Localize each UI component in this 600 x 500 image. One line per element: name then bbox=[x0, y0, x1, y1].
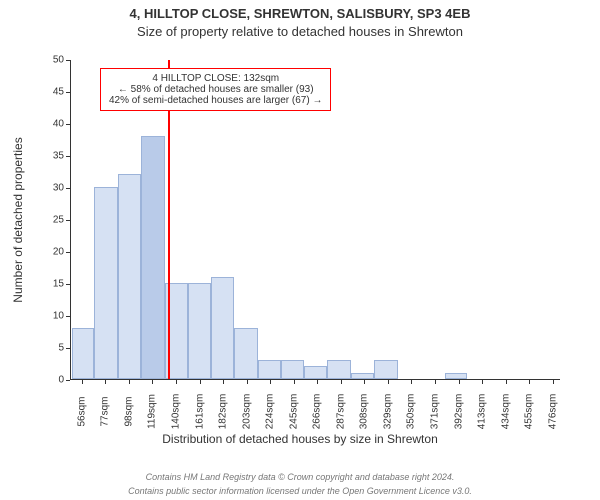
annotation-line-3: 42% of semi-detached houses are larger (… bbox=[109, 95, 322, 106]
x-tick-label: 224sqm bbox=[265, 394, 276, 430]
x-tick-label: 476sqm bbox=[547, 394, 558, 430]
histogram-bar bbox=[118, 174, 142, 379]
x-tick-label: 287sqm bbox=[335, 394, 346, 430]
x-tick-label: 161sqm bbox=[194, 394, 205, 430]
histogram-bar bbox=[234, 328, 258, 379]
y-tick-label: 40 bbox=[42, 119, 64, 130]
x-tick-label: 245sqm bbox=[288, 394, 299, 430]
x-tick-label: 350sqm bbox=[406, 394, 417, 430]
x-tick-label: 329sqm bbox=[382, 394, 393, 430]
histogram-chart: 4, HILLTOP CLOSE, SHREWTON, SALISBURY, S… bbox=[0, 0, 600, 500]
x-tick-label: 182sqm bbox=[218, 394, 229, 430]
y-tick-label: 10 bbox=[42, 311, 64, 322]
annotation-line-2: ← 58% of detached houses are smaller (93… bbox=[109, 84, 322, 95]
histogram-bar bbox=[327, 360, 351, 379]
histogram-bar bbox=[72, 328, 94, 379]
annotation-box: 4 HILLTOP CLOSE: 132sqm ← 58% of detache… bbox=[100, 68, 331, 111]
histogram-bar bbox=[258, 360, 282, 379]
x-tick-label: 455sqm bbox=[524, 394, 535, 430]
histogram-bar bbox=[188, 283, 210, 379]
histogram-bar bbox=[445, 373, 467, 379]
chart-title-1: 4, HILLTOP CLOSE, SHREWTON, SALISBURY, S… bbox=[0, 6, 600, 21]
y-tick-label: 50 bbox=[42, 55, 64, 66]
y-tick-label: 5 bbox=[42, 343, 64, 354]
x-tick-label: 98sqm bbox=[123, 396, 134, 426]
histogram-bar bbox=[281, 360, 303, 379]
x-tick-label: 266sqm bbox=[312, 394, 323, 430]
y-tick-label: 25 bbox=[42, 215, 64, 226]
x-axis-label: Distribution of detached houses by size … bbox=[0, 432, 600, 446]
y-tick-label: 45 bbox=[42, 87, 64, 98]
x-tick-label: 77sqm bbox=[100, 396, 111, 426]
x-tick-label: 203sqm bbox=[241, 394, 252, 430]
histogram-bar bbox=[374, 360, 398, 379]
y-tick-label: 0 bbox=[42, 375, 64, 386]
x-tick-label: 413sqm bbox=[477, 394, 488, 430]
y-tick-label: 35 bbox=[42, 151, 64, 162]
x-tick-label: 371sqm bbox=[429, 394, 440, 430]
x-tick-label: 119sqm bbox=[147, 394, 158, 429]
x-tick-label: 392sqm bbox=[453, 394, 464, 430]
histogram-bar bbox=[211, 277, 235, 379]
x-tick-label: 140sqm bbox=[170, 394, 181, 430]
y-tick-label: 30 bbox=[42, 183, 64, 194]
x-tick-label: 308sqm bbox=[359, 394, 370, 430]
histogram-bar bbox=[304, 366, 328, 379]
x-tick-label: 434sqm bbox=[500, 394, 511, 430]
y-axis-label: Number of detached properties bbox=[11, 137, 25, 302]
annotation-line-1: 4 HILLTOP CLOSE: 132sqm bbox=[109, 73, 322, 84]
histogram-bar bbox=[351, 373, 375, 379]
footer-line-1: Contains HM Land Registry data © Crown c… bbox=[0, 472, 600, 482]
footer-line-2: Contains public sector information licen… bbox=[0, 486, 600, 496]
y-tick-label: 15 bbox=[42, 279, 64, 290]
y-tick-label: 20 bbox=[42, 247, 64, 258]
histogram-bar bbox=[141, 136, 165, 379]
chart-title-2: Size of property relative to detached ho… bbox=[0, 24, 600, 39]
x-tick-label: 56sqm bbox=[76, 396, 87, 426]
histogram-bar bbox=[94, 187, 118, 379]
